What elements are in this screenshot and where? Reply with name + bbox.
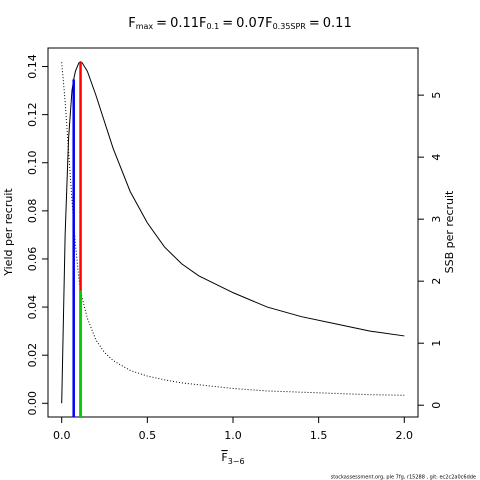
title-value: 0.11 — [323, 16, 352, 31]
title-relation: = — [309, 16, 320, 31]
y-tick-label: 0.10 — [26, 150, 39, 175]
y-tick-label: 0.06 — [26, 247, 39, 272]
y2-tick-label: 3 — [430, 216, 443, 223]
title-sub: 0.35SPR — [273, 22, 307, 31]
title-symbol: F — [265, 16, 272, 31]
y-axis-label: Yield per recruit — [2, 188, 15, 277]
title-value: 0.11 — [170, 16, 199, 31]
x-label-sub: 3−6 — [228, 457, 245, 466]
x-tick-label: 1.0 — [224, 429, 242, 442]
y-tick-label: 0.08 — [26, 199, 39, 224]
chart-title: Fmax = 0.11F0.1 = 0.07F0.35SPR = 0.11 — [128, 16, 351, 31]
y2-axis-label: SSB per recruit — [443, 190, 456, 273]
y-tick-label: 0.14 — [26, 54, 39, 79]
x-tick-label: 2.0 — [396, 429, 414, 442]
series-line — [61, 62, 405, 396]
y-tick-label: 0.12 — [26, 102, 39, 127]
y2-tick-label: 0 — [430, 402, 443, 409]
plot-frame — [47, 47, 419, 418]
y2-tick-label: 1 — [430, 340, 443, 347]
title-relation: = — [222, 16, 233, 31]
y2-tick-label: 5 — [430, 92, 443, 99]
title-sub: max — [136, 22, 154, 31]
x-tick-label: 0.5 — [139, 429, 157, 442]
y2-tick-label: 2 — [430, 278, 443, 285]
y-tick-label: 0.04 — [26, 295, 39, 320]
y-tick-label: 0.00 — [26, 391, 39, 416]
x-axis-label: F3−6 — [221, 451, 244, 466]
series-line — [61, 61, 405, 404]
title-sub: 0.1 — [207, 22, 220, 31]
x-label-symbol: F — [221, 451, 227, 464]
footer: stockassessment.org, ple 7fg, r15288 , g… — [331, 475, 476, 480]
title-relation: = — [156, 16, 167, 31]
y-tick-label: 0.02 — [26, 343, 39, 368]
title-symbol: F — [199, 16, 206, 31]
title-value: 0.07 — [236, 16, 265, 31]
y2-tick-label: 4 — [430, 154, 443, 161]
x-tick-label: 0.0 — [53, 429, 71, 442]
title-symbol: F — [128, 16, 135, 31]
x-tick-label: 1.5 — [310, 429, 328, 442]
